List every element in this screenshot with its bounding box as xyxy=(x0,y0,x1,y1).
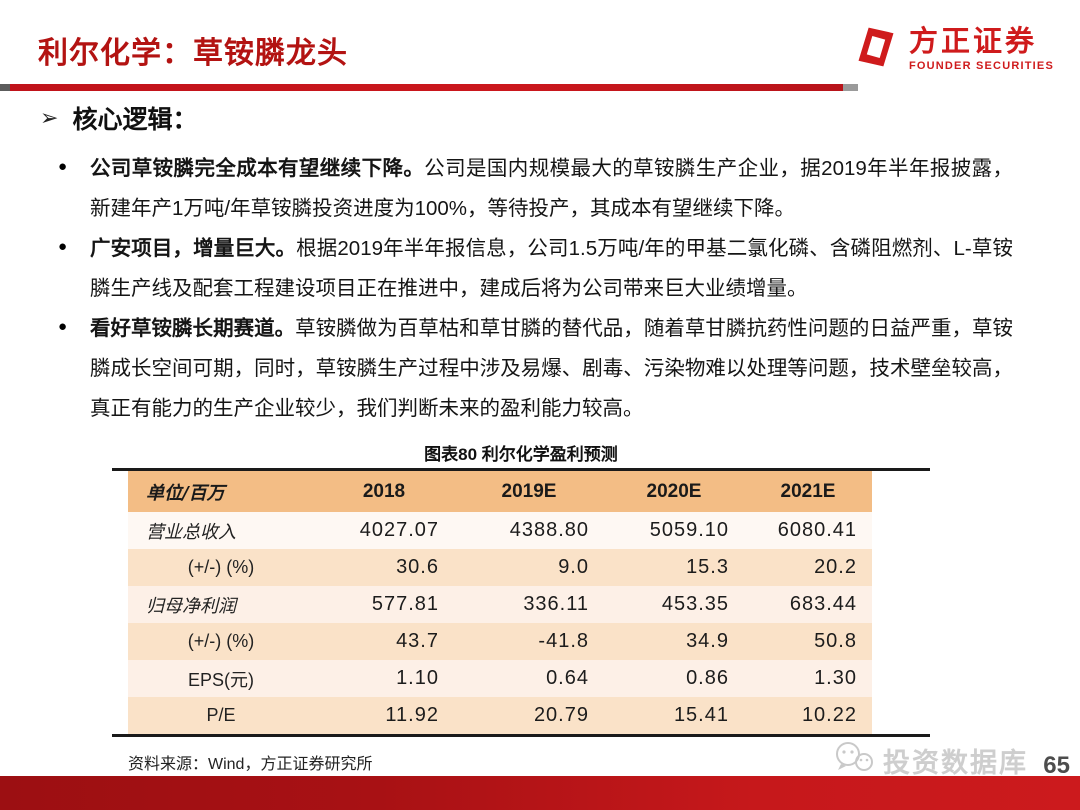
table-cell: 30.6 xyxy=(396,556,439,578)
table-cell: 6080.41 xyxy=(777,519,857,541)
row-label: 归母净利润 xyxy=(146,595,236,617)
table-row: EPS(元) 1.10 0.64 0.86 1.30 xyxy=(128,660,872,697)
table-cell: 683.44 xyxy=(789,593,857,615)
list-item: ● 广安项目，增量巨大。根据2019年半年报信息，公司1.5万吨/年的甲基二氯化… xyxy=(58,229,1013,309)
table-cell: 10.22 xyxy=(801,704,857,726)
brand-logo: 方正证券 FOUNDER SECURITIES xyxy=(853,24,1054,75)
table-cell: 9.0 xyxy=(558,556,589,578)
table-cell: 0.64 xyxy=(546,667,589,689)
table-row: P/E 11.92 20.79 15.41 10.22 xyxy=(128,697,872,734)
divider-gray-cap-right xyxy=(843,84,858,91)
bullet-dot-icon: ● xyxy=(58,158,68,175)
table-top-border xyxy=(112,468,930,471)
column-header: 2019E xyxy=(501,480,557,502)
bullet-list: ● 公司草铵膦完全成本有望继续下降。公司是国内规模最大的草铵膦生产企业，据201… xyxy=(58,149,1013,429)
table-cell: 15.41 xyxy=(673,704,729,726)
table-cell: 15.3 xyxy=(686,556,729,578)
row-label: EPS(元) xyxy=(187,669,254,690)
bullet-dot-icon: ● xyxy=(58,318,68,335)
column-header: 2018 xyxy=(362,480,406,502)
table-cell: 20.79 xyxy=(533,704,589,726)
founder-logo-icon xyxy=(853,24,899,75)
table-row: 营业总收入 4027.07 4388.80 5059.10 6080.41 xyxy=(128,512,872,549)
table-header-row: 单位/百万 2018 2019E 2020E 2021E xyxy=(128,471,872,512)
bullet-lead: 广安项目，增量巨大。 xyxy=(90,237,297,260)
bullet-text: 广安项目，增量巨大。根据2019年半年报信息，公司1.5万吨/年的甲基二氯化磷、… xyxy=(90,229,1013,309)
page-title: 利尔化学：草铵膦龙头 xyxy=(38,37,348,70)
watermark-text: 投资数据库 xyxy=(883,748,1028,778)
column-header: 2021E xyxy=(780,480,836,502)
divider-gray-cap-left xyxy=(0,84,10,91)
watermark: 投资数据库 xyxy=(833,740,1028,781)
table-row: (+/-) (%) 43.7 -41.8 34.9 50.8 xyxy=(128,623,872,660)
table-bottom-border xyxy=(112,734,930,737)
table-cell: 0.86 xyxy=(686,667,729,689)
list-item: ● 看好草铵膦长期赛道。草铵膦做为百草枯和草甘膦的替代品，随着草甘膦抗药性问题的… xyxy=(58,309,1013,429)
title-divider xyxy=(0,84,1080,91)
source-note: 资料来源：Wind，方正证券研究所 xyxy=(128,756,373,773)
section-heading-label: 核心逻辑： xyxy=(72,106,198,134)
brand-name-en: FOUNDER SECURITIES xyxy=(908,59,1054,72)
table-cell: 5059.10 xyxy=(649,519,729,541)
table-cell: 34.9 xyxy=(686,630,729,652)
table-cell: 1.10 xyxy=(396,667,439,689)
table-cell: 4388.80 xyxy=(509,519,589,541)
row-label: P/E xyxy=(206,705,236,725)
column-header: 2020E xyxy=(646,480,702,502)
table-cell: 20.2 xyxy=(814,556,857,578)
table-cell: 11.92 xyxy=(385,704,439,726)
table-cell: 1.30 xyxy=(814,667,857,689)
table-cell: 336.11 xyxy=(523,593,589,615)
row-label: 营业总收入 xyxy=(146,521,236,543)
column-header: 单位/百万 xyxy=(146,482,225,504)
arrow-bullet-icon: ➢ xyxy=(40,105,59,130)
list-item: ● 公司草铵膦完全成本有望继续下降。公司是国内规模最大的草铵膦生产企业，据201… xyxy=(58,149,1013,229)
table-row: (+/-) (%) 30.6 9.0 15.3 20.2 xyxy=(128,549,872,586)
bullet-dot-icon: ● xyxy=(58,238,68,255)
bottom-red-band xyxy=(0,776,1080,810)
table-row: 归母净利润 577.81 336.11 453.35 683.44 xyxy=(128,586,872,623)
forecast-table: 单位/百万 2018 2019E 2020E 2021E 营业总收入 4027.… xyxy=(112,468,930,737)
bullet-body: 草铵膦做为百草枯和草甘膦的替代品，随着草甘膦抗药性问题的日益严重，草铵膦成长空间… xyxy=(90,317,1014,420)
page-number: 65 xyxy=(1043,752,1070,779)
table-cell: 4027.07 xyxy=(359,519,439,541)
bullet-text: 看好草铵膦长期赛道。草铵膦做为百草枯和草甘膦的替代品，随着草甘膦抗药性问题的日益… xyxy=(90,309,1013,429)
table-title: 图表80 利尔化学盈利预测 xyxy=(424,445,618,464)
brand-name-cn: 方正证券 xyxy=(908,26,1037,59)
bullet-lead: 看好草铵膦长期赛道。 xyxy=(90,317,296,340)
table-cell: 50.8 xyxy=(814,630,857,652)
table-cell: -41.8 xyxy=(538,630,589,652)
divider-red-line xyxy=(10,84,843,91)
section-heading: ➢ 核心逻辑： xyxy=(40,100,197,136)
bullet-body: 公司是国内规模最大的草铵膦生产企业，据2019年半年报披露，新建年产1万吨/年草… xyxy=(90,157,1013,220)
row-label: (+/-) (%) xyxy=(187,631,255,651)
bullet-body: 根据2019年半年报信息，公司1.5万吨/年的甲基二氯化磷、含磷阻燃剂、L-草铵… xyxy=(90,237,1013,300)
bullet-lead: 公司草铵膦完全成本有望继续下降。 xyxy=(90,157,425,180)
table-cell: 453.35 xyxy=(661,593,729,615)
row-label: (+/-) (%) xyxy=(187,557,255,577)
table-cell: 577.81 xyxy=(371,593,439,615)
bullet-text: 公司草铵膦完全成本有望继续下降。公司是国内规模最大的草铵膦生产企业，据2019年… xyxy=(90,149,1013,229)
chat-bubbles-icon xyxy=(833,740,877,781)
table-cell: 43.7 xyxy=(396,630,439,652)
